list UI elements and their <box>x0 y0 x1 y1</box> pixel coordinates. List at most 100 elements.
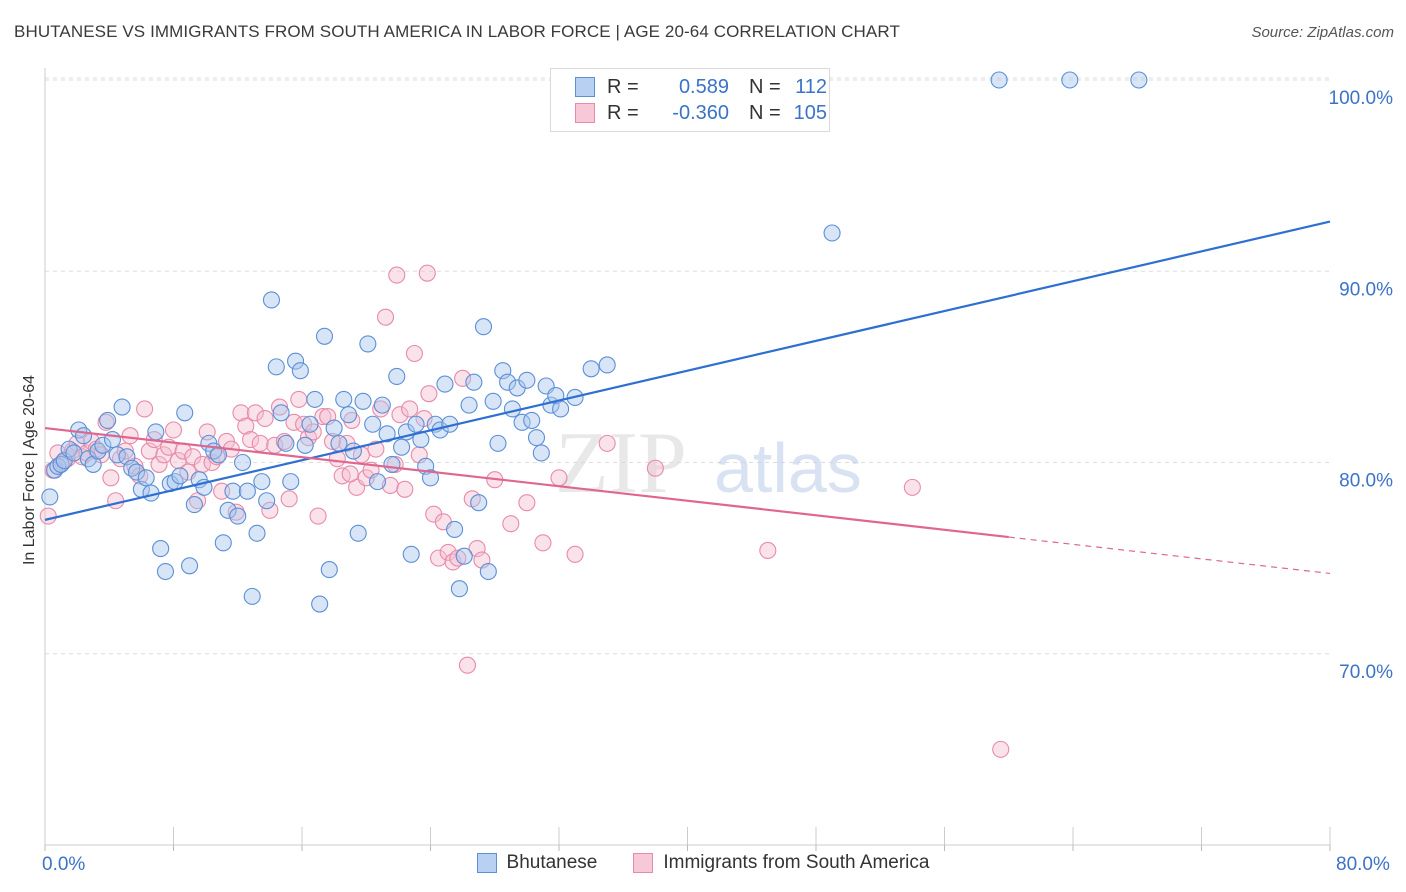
data-point <box>219 501 237 519</box>
data-point <box>320 561 338 579</box>
data-point <box>598 356 616 374</box>
legend-swatch-pink <box>633 853 654 873</box>
data-point <box>335 390 353 408</box>
data-point <box>388 266 406 284</box>
watermark-zip: ZIP <box>555 415 687 512</box>
y-tick-label: 90.0% <box>1339 279 1393 300</box>
data-point <box>311 595 329 613</box>
data-point <box>107 492 125 510</box>
data-point <box>84 455 102 473</box>
legend-swatch-blue <box>476 853 497 873</box>
data-point <box>94 436 112 454</box>
data-point <box>229 507 247 525</box>
trend-lines <box>44 220 1331 575</box>
data-point <box>407 415 425 433</box>
data-point <box>290 390 308 408</box>
data-point <box>376 308 395 326</box>
watermark-atlas: atlas <box>714 429 862 507</box>
data-point <box>280 490 298 508</box>
data-point <box>181 557 199 575</box>
data-point <box>903 478 921 496</box>
x-tick-label-max: 80.0% <box>1336 854 1390 875</box>
data-point <box>258 492 276 510</box>
data-point <box>113 398 131 416</box>
data-point <box>550 469 568 487</box>
data-point <box>383 455 401 473</box>
data-point <box>367 440 385 458</box>
data-point <box>523 411 541 429</box>
data-point <box>314 408 332 426</box>
data-point <box>990 71 1008 89</box>
data-point <box>121 427 139 445</box>
y-axis-label: In Labor Force | Age 20-64 <box>21 374 38 566</box>
data-point <box>368 473 387 491</box>
trend-line-immigrants <box>44 426 1009 539</box>
data-point <box>373 396 391 414</box>
data-point <box>287 352 305 370</box>
data-point <box>253 473 271 491</box>
data-point <box>176 404 194 422</box>
legend-item-immigrants[interactable]: Immigrants from South America <box>633 852 929 874</box>
data-point <box>315 327 334 345</box>
data-point <box>246 404 264 422</box>
data-point <box>534 534 552 552</box>
data-point <box>823 224 841 242</box>
data-point <box>518 494 536 512</box>
chart-title: BHUTANESE VS IMMIGRANTS FROM SOUTH AMERI… <box>14 22 900 41</box>
legend-n-label: N = <box>749 101 781 124</box>
data-point <box>103 430 122 449</box>
data-point <box>396 480 414 498</box>
data-point <box>446 520 464 538</box>
data-point <box>232 404 250 422</box>
data-point <box>759 541 777 560</box>
data-point <box>460 396 478 414</box>
data-point <box>454 369 472 387</box>
data-point <box>499 373 517 391</box>
data-point <box>502 515 520 533</box>
data-point <box>455 547 473 565</box>
data-point <box>402 545 420 563</box>
data-point <box>296 436 314 454</box>
series-legend: Bhutanese Immigrants from South America <box>0 852 1406 874</box>
data-point <box>359 335 377 353</box>
data-point <box>518 371 536 389</box>
data-point <box>449 549 467 567</box>
legend-r-value: 0.589 <box>678 75 729 98</box>
data-point <box>251 434 269 452</box>
data-point <box>401 400 419 418</box>
data-point <box>364 415 382 433</box>
data-point <box>128 463 146 481</box>
data-point <box>393 438 411 456</box>
trend-line-immigrants-extrapolated <box>1008 536 1331 575</box>
x-tick-label-min: 0.0% <box>42 854 86 875</box>
data-point <box>156 562 175 581</box>
legend-label-bhutanese: Bhutanese <box>506 852 598 873</box>
data-point <box>582 360 600 378</box>
data-point <box>171 467 189 485</box>
data-point <box>341 465 359 483</box>
data-point <box>261 501 279 519</box>
data-point <box>470 494 488 512</box>
data-point <box>256 409 274 428</box>
data-point <box>532 444 550 462</box>
data-point <box>458 656 476 674</box>
data-point <box>136 400 154 418</box>
data-point <box>137 469 155 487</box>
data-point <box>147 423 165 441</box>
y-tick-label: 80.0% <box>1339 471 1393 492</box>
legend-n-value: 105 <box>793 101 827 124</box>
data-point <box>309 507 327 525</box>
series-bhutanese-points <box>41 71 1148 613</box>
legend-item-bhutanese[interactable]: Bhutanese <box>476 852 598 874</box>
chart-source: Source: ZipAtlas.com <box>1251 24 1394 41</box>
data-point <box>150 455 168 473</box>
legend-swatch-blue <box>575 77 595 97</box>
data-point <box>306 390 324 408</box>
data-point <box>39 507 57 525</box>
data-point <box>418 264 436 282</box>
data-point <box>277 434 295 452</box>
data-point <box>439 543 457 561</box>
correlation-legend: R = 0.589 N = 112 R = -0.360 N = 105 <box>550 68 830 132</box>
data-point <box>152 540 170 558</box>
series-immigrants-points <box>39 264 1010 758</box>
